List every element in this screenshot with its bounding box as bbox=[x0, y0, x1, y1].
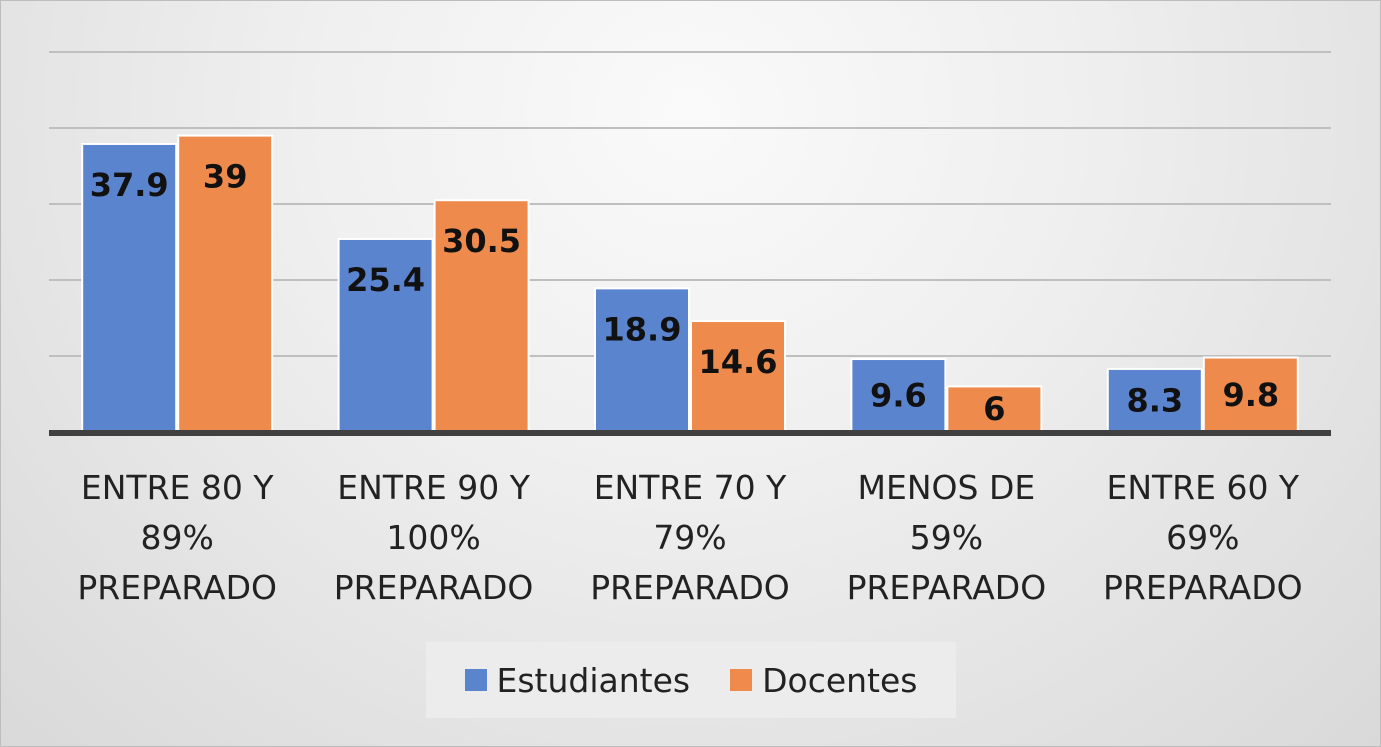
legend-label-estudiantes: Estudiantes bbox=[496, 660, 691, 700]
category-label-0: ENTRE 80 Y 89% PREPARADO bbox=[77, 468, 277, 607]
category-label-4: ENTRE 60 Y 69% PREPARADO bbox=[1103, 468, 1303, 607]
bar-estudiantes-2 bbox=[594, 287, 690, 433]
legend-item-estudiantes: Estudiantes bbox=[464, 660, 691, 700]
bar-estudiantes-1 bbox=[337, 237, 434, 433]
bar-docentes-4 bbox=[1202, 356, 1299, 433]
category-label-1: ENTRE 90 Y 100% PREPARADO bbox=[334, 468, 534, 607]
bar-estudiantes-0 bbox=[81, 142, 178, 434]
data-label-estudiantes-3: 9.6 bbox=[870, 377, 927, 415]
legend-swatch-estudiantes bbox=[464, 669, 487, 691]
category-label-3: MENOS DE 59% PREPARADO bbox=[847, 468, 1047, 607]
data-label-estudiantes-0: 37.9 bbox=[90, 166, 169, 204]
data-label-estudiantes-2: 18.9 bbox=[603, 310, 682, 348]
data-label-docentes-2: 14.6 bbox=[699, 343, 778, 381]
bar-docentes-3 bbox=[946, 385, 1043, 433]
bar-docentes-1 bbox=[433, 199, 530, 433]
legend-item-docentes: Docentes bbox=[730, 660, 918, 700]
bar-docentes-2 bbox=[690, 320, 786, 434]
data-label-docentes-4: 9.8 bbox=[1222, 376, 1279, 414]
bar-estudiantes-3 bbox=[850, 358, 947, 434]
data-label-docentes-0: 39 bbox=[203, 158, 248, 196]
data-label-estudiantes-4: 8.3 bbox=[1126, 381, 1183, 419]
bar-estudiantes-4 bbox=[1106, 367, 1203, 434]
category-label-2: ENTRE 70 Y 79% PREPARADO bbox=[590, 468, 790, 607]
legend-swatch-docentes bbox=[730, 669, 753, 691]
data-label-estudiantes-1: 25.4 bbox=[346, 261, 425, 299]
legend: Estudiantes Docentes bbox=[426, 642, 956, 718]
data-label-docentes-1: 30.5 bbox=[442, 222, 521, 260]
legend-label-docentes: Docentes bbox=[762, 660, 918, 700]
data-label-docentes-3: 6 bbox=[983, 390, 1005, 428]
